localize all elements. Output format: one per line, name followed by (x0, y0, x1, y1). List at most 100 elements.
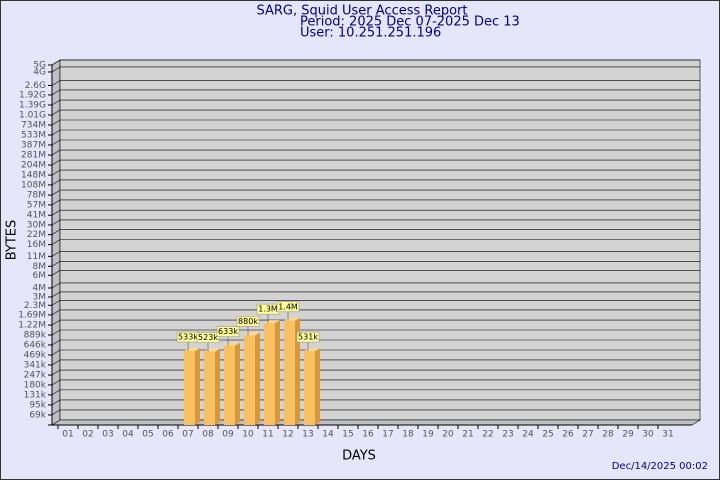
bar (284, 320, 295, 425)
label-box (216, 326, 240, 337)
grid-line (51, 409, 61, 416)
y-tick-label: 148M (21, 171, 46, 181)
chart-title: SARG, Squid User Access Report (257, 4, 468, 19)
bar (224, 345, 235, 425)
y-tick-label: 2.3M (24, 301, 46, 311)
x-tick-label: 20 (442, 430, 454, 440)
x-tick-label: 07 (182, 430, 193, 440)
x-tick-label: 31 (662, 430, 673, 440)
grid-line (51, 270, 61, 276)
x-tick-label: 16 (362, 430, 374, 440)
y-tick-label: 108M (21, 180, 46, 190)
bar-side (295, 317, 300, 425)
y-tick-label: 469k (24, 351, 47, 361)
bar-side (195, 348, 200, 425)
grid-line (51, 309, 61, 316)
y-tick-label: 3M (33, 292, 47, 302)
value-label: 531k (298, 333, 318, 342)
grid-line (51, 149, 61, 156)
label-box (296, 331, 320, 343)
grid-line (51, 251, 61, 257)
value-label: 880k (238, 317, 258, 326)
user: User: 10.251.251.196 (300, 26, 441, 41)
y-tick-label: 387M (21, 141, 46, 151)
grid-line (51, 139, 61, 146)
value-label: 523k (198, 333, 218, 342)
x-tick-label: 21 (462, 430, 473, 440)
value-label: 1.4M (278, 302, 298, 311)
grid-line (51, 169, 61, 176)
x-tick-label: 27 (582, 430, 593, 440)
y-tick-label: 180k (24, 380, 47, 390)
x-tick-label: 09 (222, 430, 234, 440)
grid-line (51, 59, 61, 66)
bar-side (315, 348, 320, 425)
grid-line (51, 339, 61, 346)
x-tick-label: 23 (502, 430, 513, 440)
bar (244, 335, 255, 425)
bar (184, 351, 195, 425)
grid-line (51, 119, 61, 126)
x-tick-label: 14 (322, 430, 334, 440)
grid-line (51, 359, 61, 366)
x-tick-label: 25 (542, 430, 553, 440)
y-tick-label: 95k (29, 400, 46, 410)
x-tick-label: 08 (202, 430, 214, 440)
grid-line (51, 300, 61, 306)
grid-line (51, 159, 61, 166)
x-tick-label: 04 (122, 430, 134, 440)
grid-line (51, 282, 61, 289)
grid-line (51, 349, 61, 356)
grid-line (51, 319, 61, 326)
bar-side (255, 332, 260, 425)
y-tick-label: 533M (21, 131, 46, 141)
y-tick-label: 30M (27, 220, 46, 230)
y-tick-label: 16M (27, 240, 46, 250)
y-tick-label: 1.22M (18, 321, 46, 331)
back-wall (59, 59, 701, 421)
x-tick-label: 06 (162, 430, 174, 440)
grid-line (51, 189, 61, 196)
bar (204, 351, 215, 425)
y-tick-label: 78M (27, 191, 46, 201)
value-label: 533k (178, 333, 198, 342)
grid-line (51, 291, 61, 298)
grid-line (51, 209, 61, 216)
grid-line (51, 199, 61, 206)
grid-line (51, 179, 61, 186)
grid-line (51, 66, 61, 73)
label-box (236, 316, 260, 327)
x-tick-label: 26 (562, 430, 574, 440)
y-tick-label: 341k (24, 360, 47, 370)
y-tick-label: 22M (27, 230, 46, 240)
left-wall (51, 59, 61, 426)
grid-line (51, 369, 61, 376)
grid-line (51, 399, 61, 406)
y-tick-label: 281M (21, 151, 46, 161)
grid-line (51, 239, 61, 245)
grid-line (51, 129, 61, 136)
y-axis-label: BYTES (5, 220, 20, 261)
x-tick-label: 30 (642, 430, 654, 440)
grid-line (51, 99, 61, 106)
x-tick-label: 12 (282, 430, 293, 440)
x-tick-label: 15 (342, 430, 353, 440)
y-tick-label: 4G (33, 67, 46, 77)
y-tick-label: 204M (21, 161, 46, 171)
x-tick-label: 18 (402, 430, 414, 440)
x-tick-label: 02 (82, 430, 93, 440)
label-box (276, 301, 300, 313)
x-tick-label: 03 (102, 430, 113, 440)
floor (50, 419, 702, 426)
value-label: 1.3M (258, 305, 278, 314)
bar (264, 323, 275, 425)
footer: Dec/14/2025 00:02 (612, 461, 708, 472)
grid-line (51, 89, 61, 96)
y-tick-label: 41M (27, 211, 46, 221)
y-tick-label: 889k (24, 331, 47, 341)
x-tick-label: 22 (482, 430, 493, 440)
y-tick-label: 1.69M (18, 310, 46, 320)
x-tick-label: 17 (382, 430, 393, 440)
value-label: 633k (218, 327, 238, 336)
